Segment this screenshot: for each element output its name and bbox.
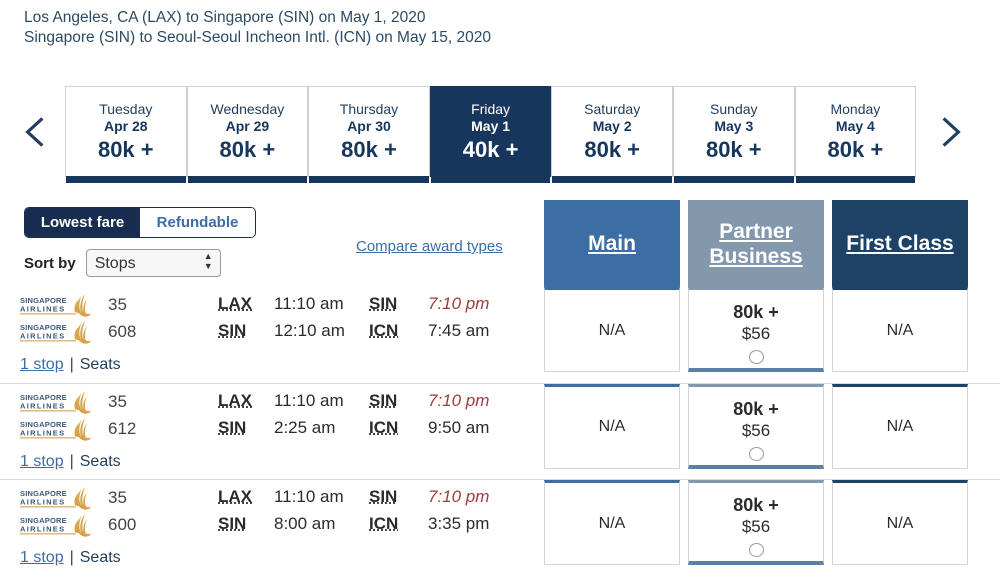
svg-text:AIRLINES: AIRLINES	[20, 498, 65, 507]
svg-text:AIRLINES: AIRLINES	[20, 401, 65, 410]
svg-text:AIRLINES: AIRLINES	[20, 305, 65, 314]
svg-text:AIRLINES: AIRLINES	[20, 525, 65, 534]
svg-text:AIRLINES: AIRLINES	[20, 428, 65, 437]
svg-text:AIRLINES: AIRLINES	[20, 332, 65, 341]
